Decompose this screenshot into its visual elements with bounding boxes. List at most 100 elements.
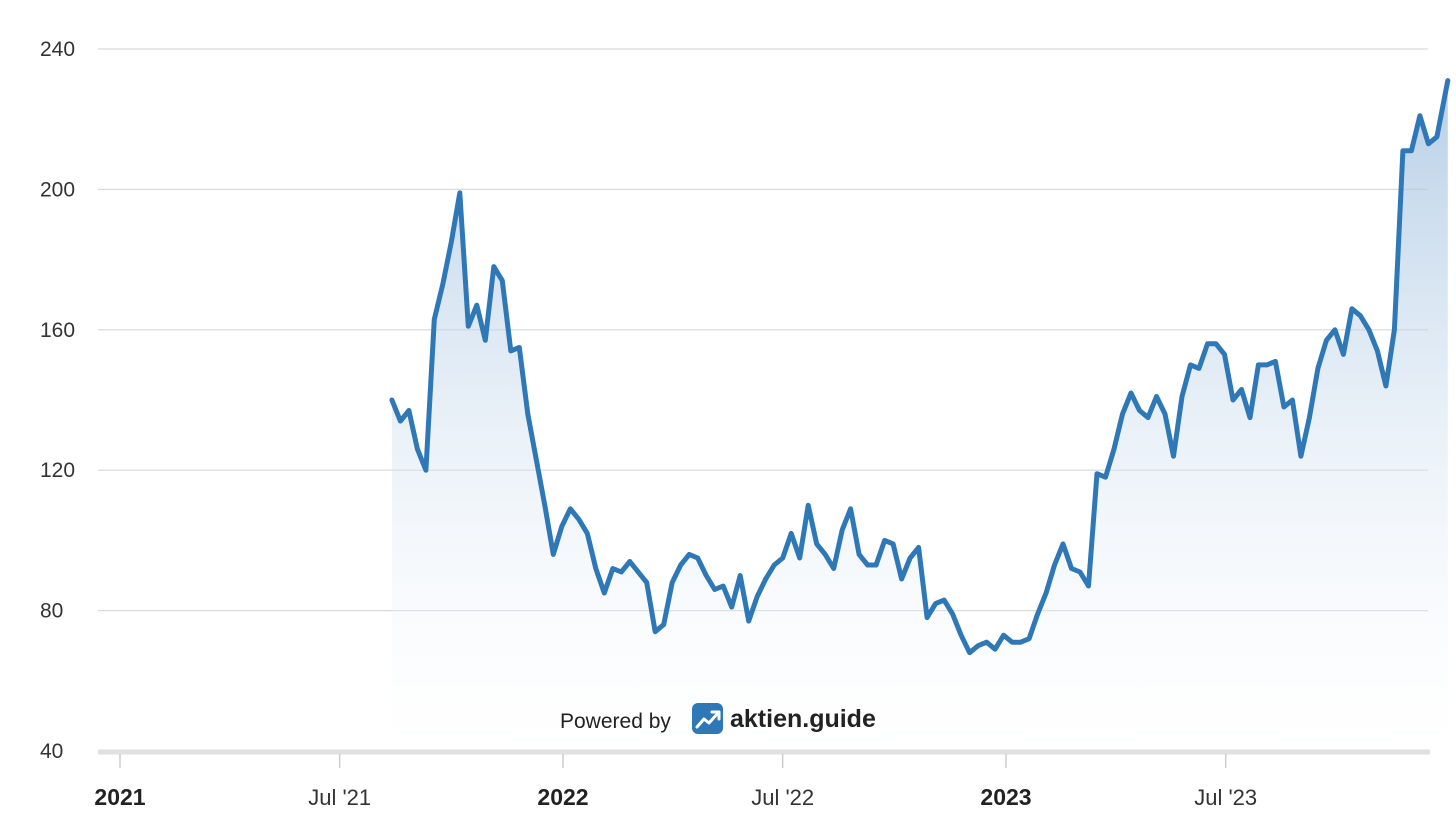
data-point xyxy=(1392,327,1397,332)
data-point xyxy=(959,633,964,638)
data-point xyxy=(1222,352,1227,357)
data-point xyxy=(551,552,556,557)
data-point xyxy=(1315,366,1320,371)
series-area xyxy=(389,78,1451,752)
data-point xyxy=(823,552,828,557)
data-point xyxy=(967,650,972,655)
data-point xyxy=(874,563,879,568)
data-point xyxy=(1341,352,1346,357)
data-point xyxy=(729,605,734,610)
data-point xyxy=(653,629,658,634)
data-point xyxy=(423,468,428,473)
data-point xyxy=(1197,366,1202,371)
data-point xyxy=(797,556,802,561)
data-point xyxy=(746,619,751,624)
data-point xyxy=(670,580,675,585)
data-point xyxy=(1095,471,1100,476)
data-point xyxy=(1445,78,1450,83)
data-point xyxy=(695,556,700,561)
data-point xyxy=(1239,387,1244,392)
data-point xyxy=(1188,362,1193,367)
data-point xyxy=(1061,541,1066,546)
data-point xyxy=(942,598,947,603)
data-point xyxy=(1307,415,1312,420)
data-point xyxy=(1163,412,1168,417)
data-point xyxy=(619,570,624,575)
data-point xyxy=(534,457,539,462)
data-point xyxy=(1375,348,1380,353)
data-point xyxy=(398,419,403,424)
x-tick-label: Jul '22 xyxy=(751,785,814,810)
data-point xyxy=(916,545,921,550)
data-point xyxy=(1290,398,1295,403)
data-point xyxy=(1383,384,1388,389)
data-point xyxy=(712,587,717,592)
data-point xyxy=(602,591,607,596)
data-point xyxy=(891,541,896,546)
y-axis-ticks: 240 200 160 120 80 40 xyxy=(40,38,75,763)
data-point xyxy=(1214,341,1219,346)
data-point xyxy=(644,580,649,585)
watermark: Powered by aktien.guide xyxy=(560,703,876,734)
data-point xyxy=(1231,398,1236,403)
data-point xyxy=(585,531,590,536)
x-axis-ticks: 2021 Jul '21 2022 Jul '22 2023 Jul '23 xyxy=(94,754,1257,810)
data-point xyxy=(1129,391,1134,396)
data-point xyxy=(457,190,462,195)
data-point xyxy=(814,541,819,546)
data-point xyxy=(857,552,862,557)
data-point xyxy=(704,573,709,578)
data-point xyxy=(984,640,989,645)
data-point xyxy=(1324,338,1329,343)
y-tick-label: 160 xyxy=(40,319,75,342)
data-point xyxy=(1205,341,1210,346)
data-point xyxy=(1417,113,1422,118)
trending-up-icon xyxy=(692,703,723,734)
data-point xyxy=(1103,475,1108,480)
data-point xyxy=(491,264,496,269)
data-point xyxy=(1018,640,1023,645)
data-point xyxy=(1078,570,1083,575)
data-point xyxy=(576,517,581,522)
data-point xyxy=(627,559,632,564)
data-point xyxy=(1112,447,1117,452)
data-point xyxy=(1086,584,1091,589)
series-line xyxy=(389,78,1451,656)
data-point xyxy=(993,647,998,652)
series-area-fill xyxy=(391,80,1448,752)
data-point xyxy=(466,324,471,329)
data-point xyxy=(559,524,564,529)
data-point xyxy=(1366,327,1371,332)
data-point xyxy=(1298,454,1303,459)
data-point xyxy=(1044,591,1049,596)
data-point xyxy=(1349,306,1354,311)
data-point xyxy=(593,566,598,571)
data-point xyxy=(840,527,845,532)
data-point xyxy=(1137,408,1142,413)
data-point xyxy=(831,566,836,571)
data-point xyxy=(508,348,513,353)
data-point xyxy=(755,594,760,599)
data-point xyxy=(908,556,913,561)
data-point xyxy=(1358,313,1363,318)
data-point xyxy=(1264,362,1269,367)
data-point xyxy=(1120,412,1125,417)
y-tick-label: 80 xyxy=(40,600,63,623)
data-point xyxy=(610,566,615,571)
data-point xyxy=(1010,640,1015,645)
data-point xyxy=(687,552,692,557)
data-point xyxy=(483,338,488,343)
data-point xyxy=(678,563,683,568)
data-point xyxy=(406,408,411,413)
data-point xyxy=(789,531,794,536)
data-point xyxy=(440,282,445,287)
data-point xyxy=(806,503,811,508)
data-point xyxy=(780,556,785,561)
data-point xyxy=(1146,415,1151,420)
data-point xyxy=(432,317,437,322)
data-point xyxy=(976,643,981,648)
data-point xyxy=(568,506,573,511)
x-tick-label: Jul '23 xyxy=(1194,785,1257,810)
y-tick-label: 40 xyxy=(40,740,63,763)
data-point xyxy=(517,345,522,350)
